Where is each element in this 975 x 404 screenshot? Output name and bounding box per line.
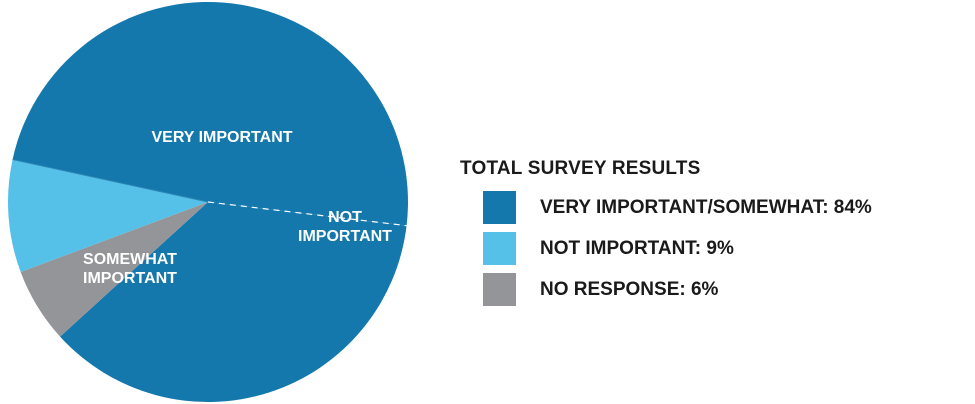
pie-slice-very-important <box>12 2 408 226</box>
legend-label-no-response: NO RESPONSE: 6% <box>540 278 719 300</box>
legend-item-not-important: NOT IMPORTANT: 9% <box>460 232 872 265</box>
legend-swatch-not-important <box>483 232 516 265</box>
legend-swatch-very-important <box>483 191 516 224</box>
pie-label-very-important: VERY IMPORTANT <box>151 129 292 146</box>
legend-label-not-important: NOT IMPORTANT: 9% <box>540 237 734 259</box>
pie-slice-somewhat-important <box>60 202 407 402</box>
legend-swatch-no-response <box>483 273 516 306</box>
pie-slice-no-response <box>20 202 209 337</box>
slice-divider <box>12 159 209 203</box>
pie-label-not-important: NOT IMPORTANT <box>298 209 392 245</box>
chart-title: TOTAL SURVEY RESULTS <box>460 158 701 179</box>
legend-item-no-response: NO RESPONSE: 6% <box>460 273 872 306</box>
legend-label-very-important: VERY IMPORTANT/SOMEWHAT: 84% <box>540 196 872 218</box>
pie-slice-not-important <box>8 159 209 272</box>
slice-divider-dashed <box>207 201 407 227</box>
pie-chart: VERY IMPORTANT SOMEWHAT IMPORTANT NOT IMPORT… <box>8 2 408 402</box>
pie-label-somewhat-important: SOMEWHAT IMPORTANT <box>83 251 177 287</box>
legend-item-very-important: VERY IMPORTANT/SOMEWHAT: 84% <box>460 191 872 224</box>
legend: TOTAL SURVEY RESULTS VERY IMPORTANT/SOME… <box>460 158 872 314</box>
